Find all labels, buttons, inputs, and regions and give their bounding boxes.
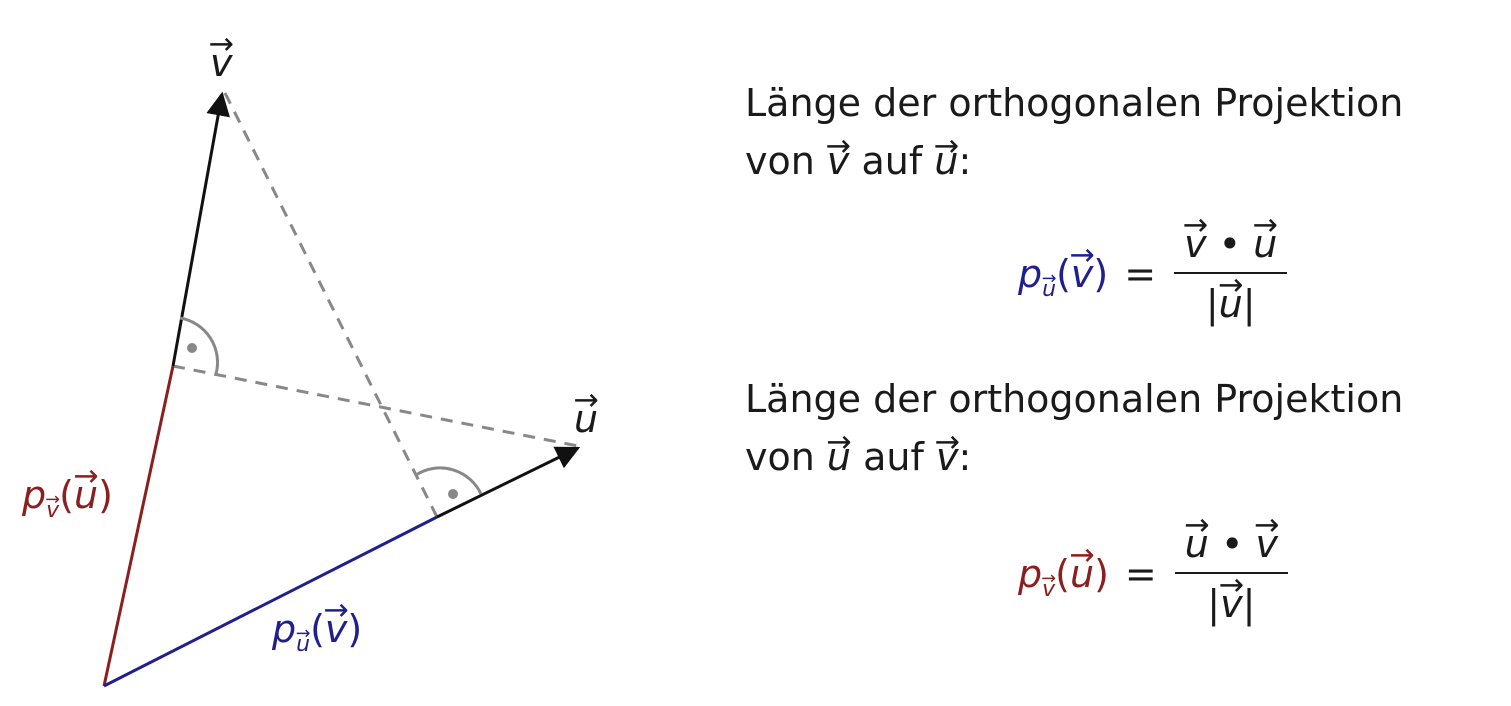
right-angle-dot-lower — [448, 489, 458, 499]
projection-u-on-v — [102, 365, 175, 687]
label-projection-u-on-v: pv(u) — [22, 476, 113, 522]
label-v: v — [210, 44, 233, 82]
perpendicular-from-u — [172, 364, 579, 448]
fraction-2: u • v |v| — [1174, 522, 1288, 626]
heading-projection-u-on-v: Länge der orthogonalen Projektion von u … — [745, 370, 1403, 486]
right-angle-arc-lower — [415, 466, 483, 495]
heading2-line2: von u auf v: — [745, 428, 1403, 486]
heading-projection-v-on-u: Länge der orthogonalen Projektion von v … — [745, 74, 1403, 190]
projection-v-on-u — [103, 515, 438, 688]
heading1-line1: Länge der orthogonalen Projektion — [745, 81, 1404, 125]
label-u: u — [574, 400, 598, 438]
formula-projection-u-on-v: pv(u) = u • v |v| — [1018, 522, 1288, 626]
formula-projection-v-on-u: pu(v) = v • u |u| — [1018, 222, 1288, 326]
label-projection-v-on-u: pu(v) — [272, 610, 362, 656]
right-angle-arc-upper — [179, 316, 220, 375]
projection-diagram — [102, 91, 581, 688]
perpendicular-from-v — [223, 92, 439, 518]
fraction-1: v • u |u| — [1174, 222, 1288, 326]
heading1-line2: von v auf u: — [745, 132, 1403, 190]
vector-u — [436, 446, 581, 519]
vector-v — [171, 91, 230, 367]
heading2-line1: Länge der orthogonalen Projektion — [745, 377, 1404, 421]
right-angle-dot-upper — [187, 343, 197, 353]
